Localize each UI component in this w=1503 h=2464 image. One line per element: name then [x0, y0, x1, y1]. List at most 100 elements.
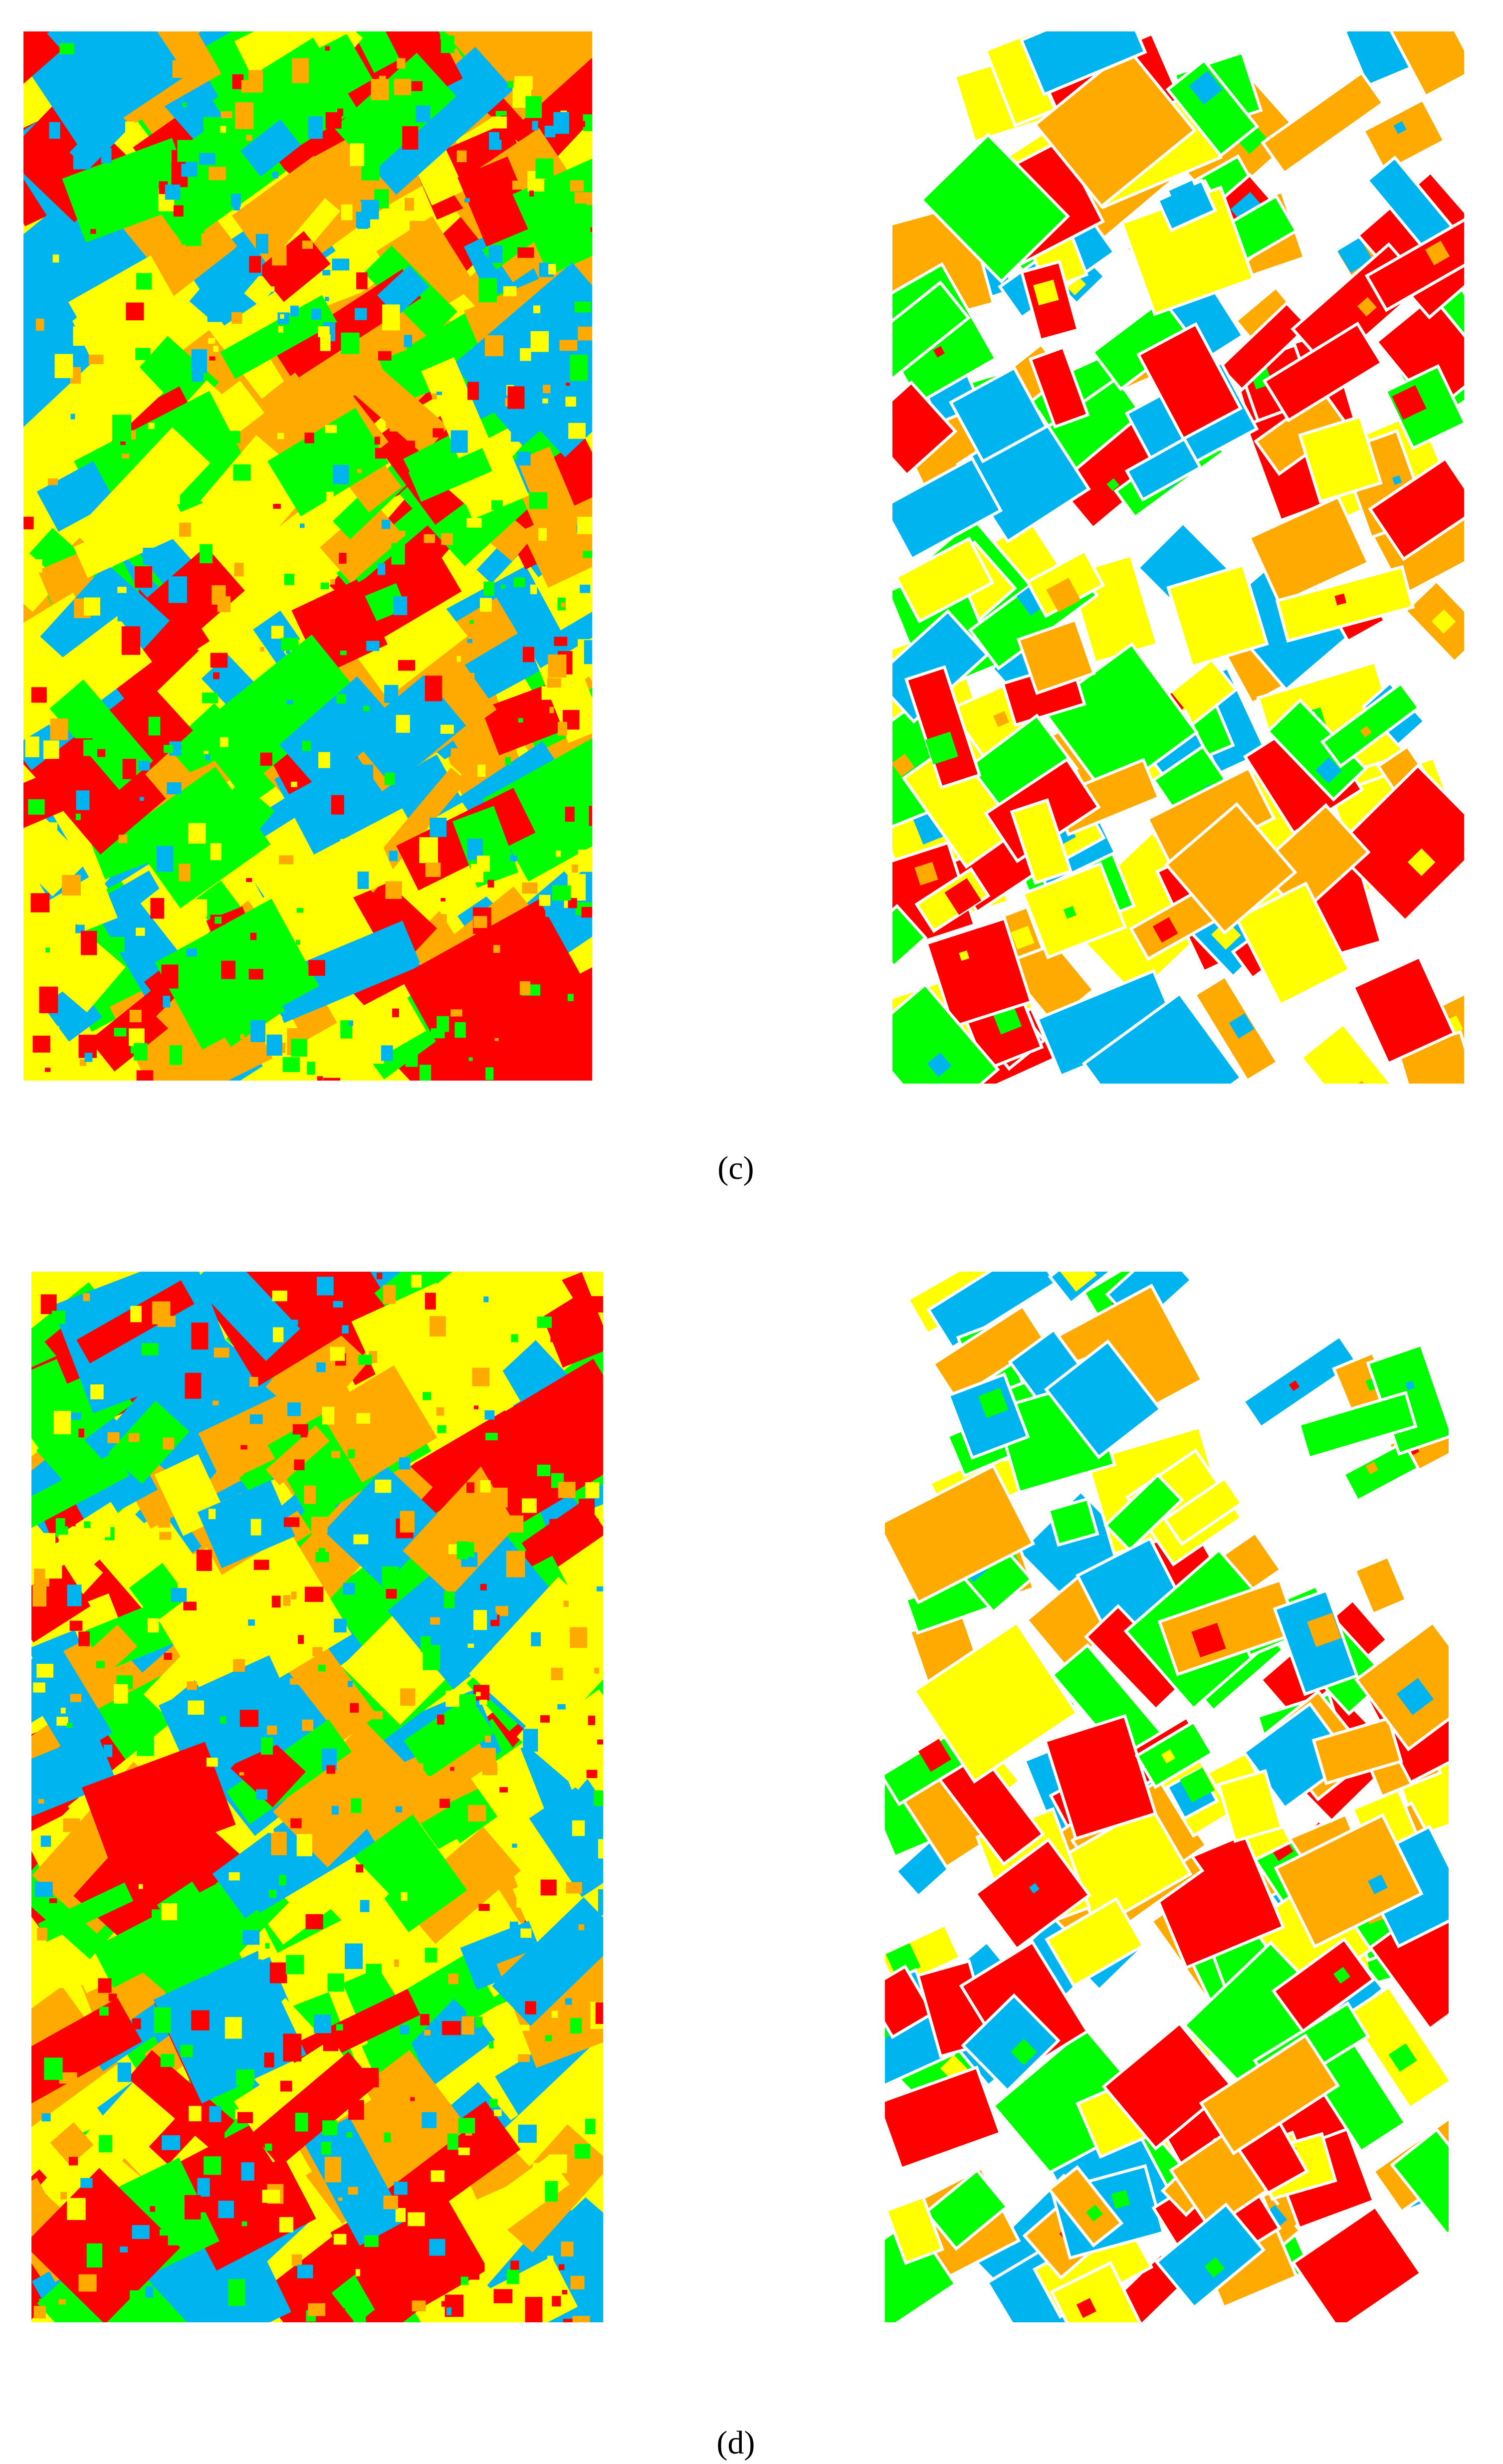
parcel-speckle	[1407, 848, 1436, 876]
field-patch	[492, 1897, 603, 2026]
field-patch	[56, 1502, 130, 1567]
speckle	[210, 843, 221, 861]
parcel	[1374, 294, 1464, 415]
parcel-speckle	[1392, 385, 1427, 420]
speckle	[84, 597, 100, 616]
field-patch	[259, 372, 321, 433]
speckle	[255, 233, 268, 254]
field-patch	[220, 295, 337, 379]
speckle	[381, 519, 391, 529]
field-patch	[529, 1779, 603, 1897]
speckle	[300, 523, 305, 528]
speckle	[221, 960, 236, 979]
speckle	[59, 43, 74, 54]
speckle	[373, 1711, 383, 1720]
speckle	[256, 1789, 268, 1800]
parcel-speckle	[1405, 1380, 1415, 1390]
field-patch	[334, 52, 456, 172]
speckle	[207, 300, 222, 322]
parcel-speckle	[914, 862, 938, 886]
speckle	[53, 1410, 71, 1435]
speckle	[530, 331, 549, 352]
speckle	[551, 2011, 558, 2018]
speckle	[436, 1016, 449, 1032]
speckle	[218, 2201, 234, 2219]
speckle	[490, 222, 494, 225]
speckle	[378, 351, 392, 361]
speckle	[525, 96, 542, 118]
speckle	[314, 2015, 332, 2033]
speckle	[400, 530, 406, 537]
speckle	[441, 2301, 448, 2307]
speckle	[172, 60, 187, 78]
speckle	[137, 1735, 154, 1756]
speckle	[283, 2033, 302, 2062]
speckle	[148, 423, 155, 429]
field-patch	[469, 1576, 603, 1743]
speckle	[458, 2118, 475, 2134]
speckle	[419, 837, 438, 864]
speckle	[551, 1667, 563, 1681]
speckle	[209, 167, 226, 181]
speckle	[518, 716, 523, 723]
speckle	[590, 1296, 603, 1313]
speckle	[296, 907, 304, 913]
parcel	[948, 366, 1049, 463]
parcel	[919, 132, 1071, 284]
speckle	[272, 246, 287, 266]
parcel-speckle	[1077, 21, 1087, 31]
speckle	[316, 1277, 334, 1296]
speckle	[241, 2221, 247, 2227]
speckle	[99, 982, 106, 992]
speckle	[296, 1834, 313, 1856]
speckle	[39, 986, 58, 1013]
speckle	[405, 441, 416, 450]
speckle	[186, 948, 197, 957]
parcel	[1016, 618, 1096, 695]
parcel-speckle	[953, 1513, 966, 1526]
speckle	[583, 114, 592, 131]
speckle	[349, 1020, 354, 1026]
speckle	[553, 112, 569, 134]
speckle	[358, 1354, 372, 1365]
speckle	[386, 1589, 397, 1599]
speckle	[402, 126, 419, 150]
parcel-speckle	[898, 319, 936, 357]
speckle	[360, 544, 374, 562]
field-patch	[31, 1732, 117, 1830]
speckle	[350, 202, 362, 213]
panel-label: (d)	[717, 2425, 755, 2461]
speckle	[54, 354, 73, 378]
speckle	[237, 2112, 253, 2124]
speckle	[532, 2163, 541, 2174]
speckle	[507, 81, 514, 88]
speckle	[117, 2062, 132, 2082]
speckle	[48, 1026, 59, 1037]
speckle	[333, 1301, 343, 1308]
parcel-speckle	[1346, 1081, 1374, 1084]
speckle	[519, 981, 531, 995]
speckle	[437, 1425, 446, 1433]
speckle	[512, 1843, 517, 1848]
speckle	[298, 1635, 304, 1644]
speckle	[117, 603, 130, 622]
speckle	[464, 198, 470, 203]
speckle	[436, 1407, 444, 1416]
speckle	[135, 348, 151, 360]
speckle	[83, 739, 96, 756]
speckle	[57, 770, 63, 774]
speckle	[37, 1928, 47, 1941]
parcel	[1271, 1937, 1376, 2033]
speckle	[574, 2144, 591, 2159]
speckle	[281, 638, 299, 651]
speckle	[331, 1451, 340, 1458]
field-patch	[318, 1859, 390, 1931]
parcel-speckle	[1288, 1380, 1300, 1391]
speckle	[179, 864, 191, 882]
speckle	[202, 2322, 219, 2343]
speckle	[318, 752, 330, 768]
speckle	[487, 880, 494, 888]
speckle	[425, 675, 442, 701]
speckle	[294, 1459, 305, 1471]
